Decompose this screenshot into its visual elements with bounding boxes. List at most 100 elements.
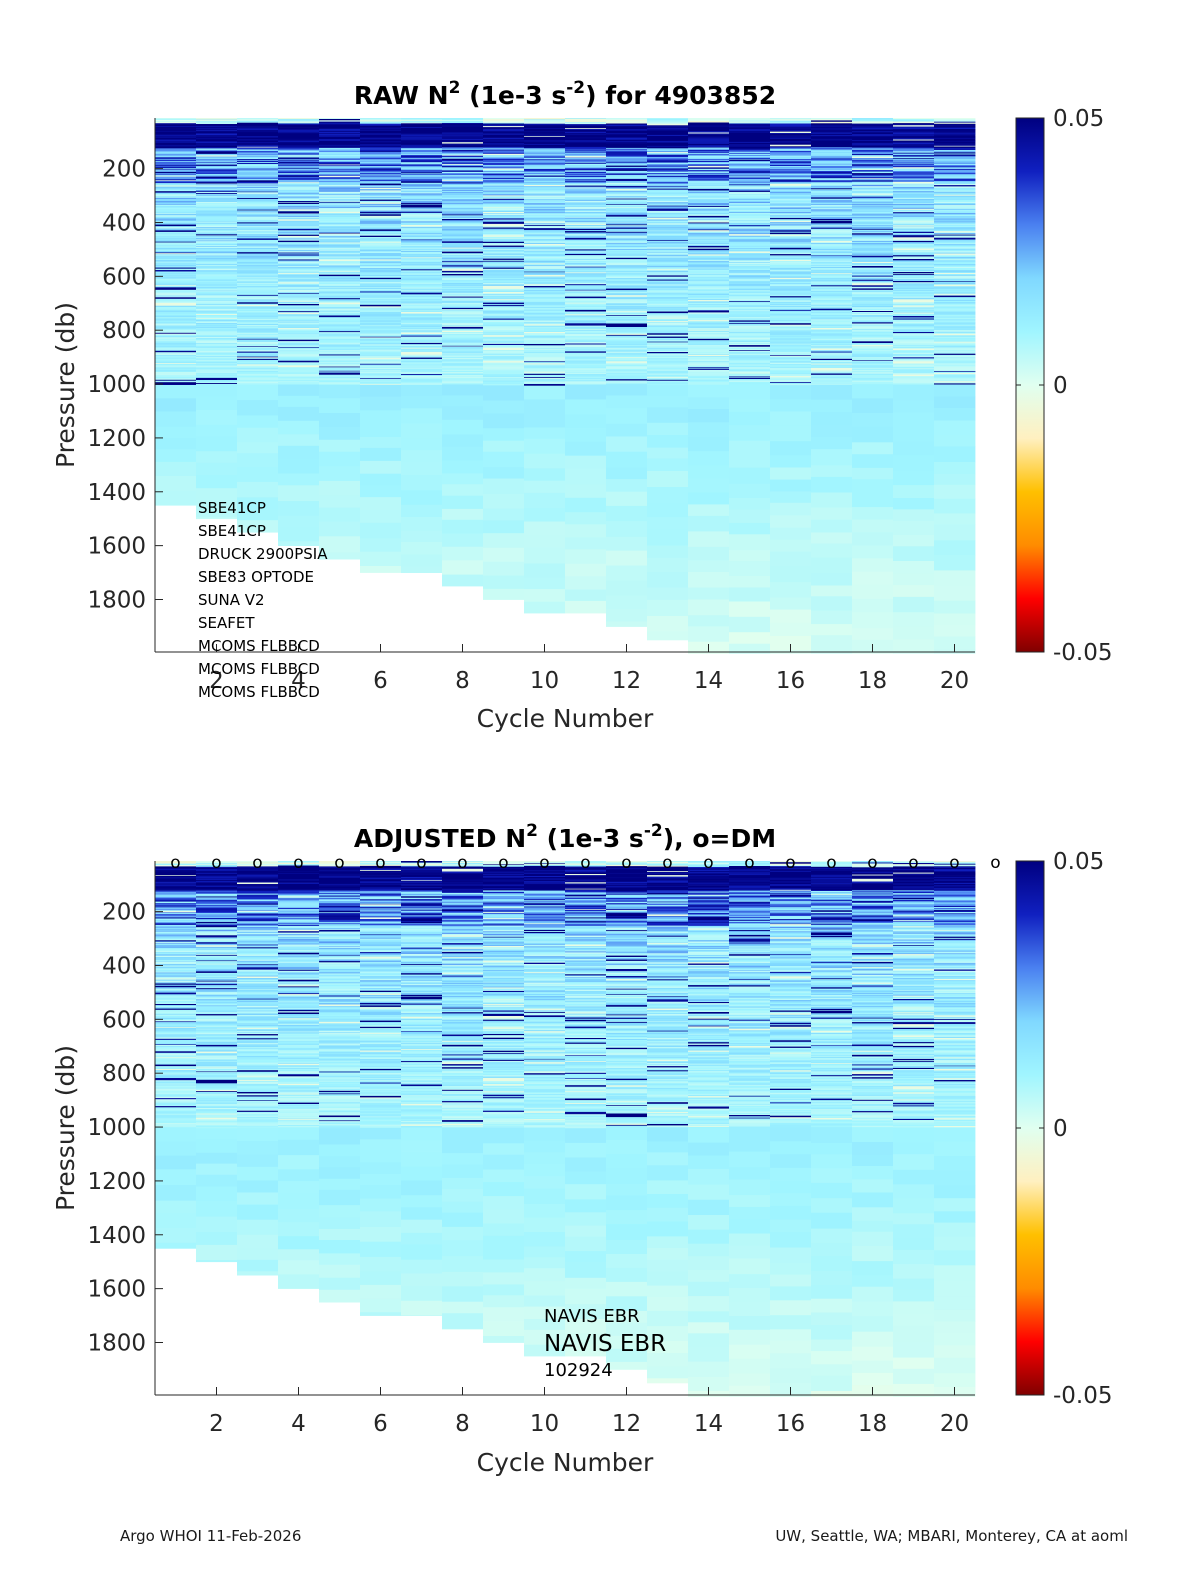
- heatmap-cell: [729, 310, 771, 312]
- heatmap-cell: [770, 192, 812, 194]
- heatmap-cell: [360, 258, 402, 260]
- heatmap-cell: [852, 124, 894, 126]
- heatmap-cell: [155, 179, 197, 181]
- heatmap-cell: [893, 343, 935, 345]
- heatmap-cell: [524, 385, 566, 400]
- heatmap-cell: [401, 280, 443, 282]
- heatmap-cell: [688, 368, 730, 370]
- heatmap-cell: [729, 242, 771, 245]
- heatmap-cell: [565, 383, 607, 385]
- heatmap-cell: [770, 321, 812, 324]
- heatmap-cell: [442, 185, 484, 187]
- heatmap-cell: [565, 177, 607, 179]
- heatmap-cell: [524, 229, 566, 231]
- heatmap-cell: [893, 251, 935, 253]
- heatmap-cell: [852, 351, 894, 352]
- heatmap-cell: [278, 420, 320, 435]
- heatmap-cell: [524, 204, 566, 206]
- heatmap-cell: [237, 288, 279, 290]
- heatmap-cell: [565, 342, 607, 344]
- heatmap-cell: [319, 376, 361, 379]
- heatmap-cell: [196, 365, 238, 367]
- heatmap-cell: [565, 375, 607, 377]
- heatmap-cell: [852, 233, 894, 235]
- heatmap-cell: [811, 315, 853, 317]
- heatmap-cell: [770, 287, 812, 290]
- heatmap-cell: [606, 311, 648, 313]
- heatmap-cell: [319, 349, 361, 351]
- heatmap-cell: [442, 225, 484, 227]
- heatmap-cell: [237, 335, 279, 337]
- heatmap-cell: [237, 250, 279, 252]
- heatmap-cell: [811, 256, 853, 258]
- heatmap-cell: [196, 221, 238, 222]
- heatmap-cell: [237, 317, 279, 319]
- heatmap-cell: [688, 184, 730, 187]
- heatmap-cell: [319, 277, 361, 280]
- heatmap-cell: [237, 231, 279, 233]
- heatmap-cell: [237, 359, 279, 362]
- heatmap-cell: [483, 358, 525, 360]
- heatmap-cell: [401, 350, 443, 353]
- heatmap-cell: [770, 133, 812, 135]
- heatmap-cell: [606, 375, 648, 377]
- heatmap-cell: [893, 261, 935, 263]
- heatmap-cell: [237, 164, 279, 165]
- heatmap-cell: [483, 219, 525, 221]
- heatmap-cell: [401, 379, 443, 381]
- heatmap-cell: [319, 370, 361, 372]
- heatmap-cell: [811, 492, 853, 508]
- heatmap-cell: [729, 265, 771, 268]
- heatmap-cell: [196, 296, 238, 299]
- heatmap-cell: [278, 344, 320, 346]
- heatmap-cell: [811, 130, 853, 132]
- heatmap-cell: [524, 302, 566, 304]
- heatmap-cell: [155, 285, 197, 288]
- heatmap-cell: [278, 342, 320, 344]
- heatmap-cell: [811, 316, 853, 318]
- heatmap-cell: [319, 359, 361, 361]
- heatmap-cell: [196, 302, 238, 305]
- heatmap-cell: [811, 329, 853, 332]
- heatmap-cell: [811, 206, 853, 209]
- heatmap-cell: [770, 361, 812, 364]
- heatmap-cell: [770, 156, 812, 159]
- heatmap-cell: [852, 182, 894, 185]
- heatmap-cell: [401, 188, 443, 190]
- heatmap-cell: [442, 354, 484, 356]
- heatmap-cell: [606, 170, 648, 173]
- heatmap-cell: [565, 168, 607, 171]
- heatmap-cell: [688, 305, 730, 307]
- heatmap-cell: [524, 345, 566, 347]
- heatmap-cell: [196, 274, 238, 276]
- heatmap-cell: [688, 176, 730, 179]
- heatmap-cell: [647, 121, 689, 123]
- heatmap-cell: [647, 314, 689, 317]
- heatmap-cell: [196, 184, 238, 186]
- heatmap-cell: [196, 256, 238, 258]
- heatmap-cell: [319, 161, 361, 164]
- heatmap-cell: [237, 149, 279, 152]
- heatmap-cell: [483, 228, 525, 230]
- heatmap-cell: [483, 306, 525, 307]
- heatmap-cell: [196, 225, 238, 228]
- heatmap-cell: [442, 221, 484, 224]
- heatmap-cell: [360, 140, 402, 143]
- heatmap-cell: [278, 367, 320, 369]
- heatmap-cell: [401, 238, 443, 240]
- heatmap-cell: [360, 370, 402, 372]
- heatmap-cell: [155, 379, 197, 382]
- heatmap-cell: [852, 369, 894, 372]
- heatmap-cell: [770, 206, 812, 208]
- heatmap-cell: [893, 356, 935, 358]
- heatmap-cell: [237, 325, 279, 327]
- heatmap-cell: [852, 352, 894, 355]
- heatmap-cell: [442, 195, 484, 197]
- heatmap-cell: [729, 201, 771, 203]
- heatmap-cell: [155, 296, 197, 298]
- heatmap-cell: [237, 260, 279, 263]
- heatmap-cell: [770, 195, 812, 197]
- heatmap-cell: [442, 210, 484, 212]
- heatmap-cell: [852, 235, 894, 238]
- heatmap-cell: [770, 297, 812, 299]
